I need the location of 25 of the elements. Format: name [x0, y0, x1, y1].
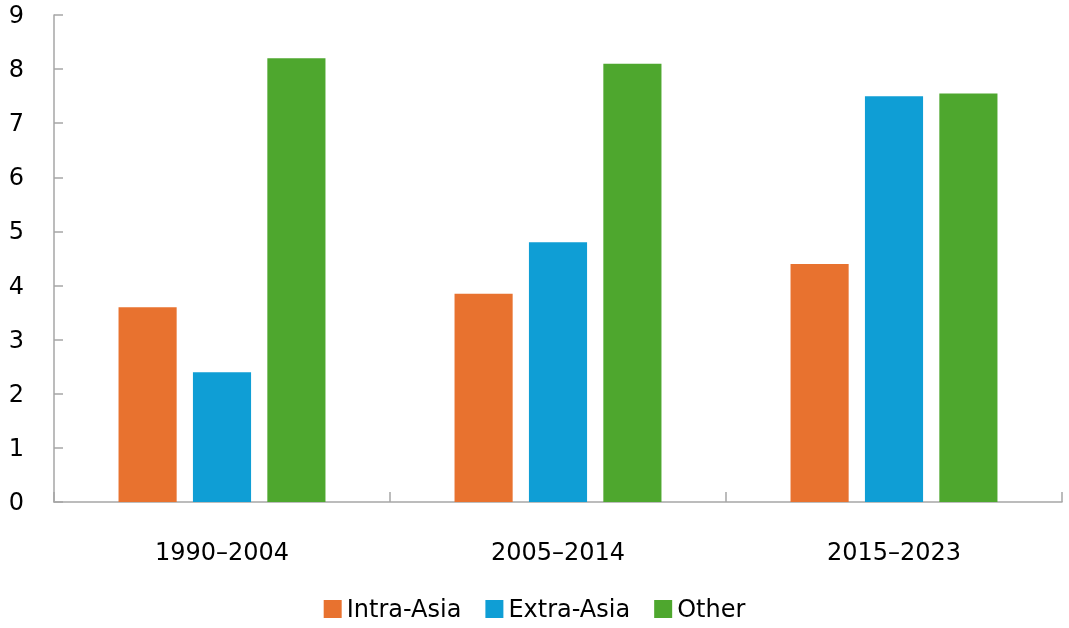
- x-tick-label: 1990–2004: [154, 538, 290, 566]
- y-tick-label: 5: [8, 217, 24, 246]
- y-tick-label: 9: [8, 1, 24, 29]
- y-tick-label: 8: [8, 55, 24, 84]
- x-tick-label: 2015–2023: [826, 538, 962, 566]
- y-tick-label: 4: [8, 271, 24, 300]
- bar: [790, 263, 849, 502]
- y-tick-label: 1: [8, 433, 24, 462]
- y-tick-label: 6: [8, 163, 24, 192]
- y-tick-label: 2: [8, 379, 24, 408]
- bar: [939, 93, 998, 502]
- x-tick-label: 2005–2014: [490, 538, 626, 566]
- bar: [118, 307, 177, 502]
- bar: [454, 293, 513, 502]
- bar: [864, 96, 924, 502]
- bar: [528, 242, 588, 502]
- y-tick-label: 0: [8, 488, 24, 516]
- legend-label: Intra-Asia: [346, 595, 462, 623]
- y-tick-label: 3: [8, 325, 24, 354]
- legend-label: Other: [677, 595, 746, 623]
- bar: [267, 58, 326, 502]
- bar: [603, 63, 662, 502]
- legend-label: Extra-Asia: [508, 595, 631, 623]
- bar: [192, 372, 252, 502]
- y-tick-label: 7: [8, 109, 24, 138]
